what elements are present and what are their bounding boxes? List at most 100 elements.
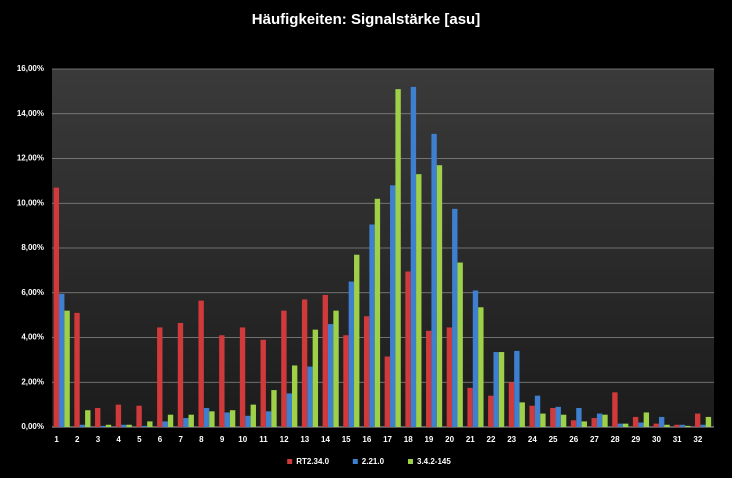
x-tick-label: 18 <box>404 435 413 444</box>
bar <box>369 224 375 427</box>
bar <box>291 365 298 427</box>
y-tick-label: 6,00% <box>21 288 44 297</box>
x-tick-label: 24 <box>528 435 537 444</box>
x-tick-label: 13 <box>300 435 309 444</box>
bar <box>322 294 328 427</box>
bar <box>570 420 577 427</box>
x-tick-label: 9 <box>220 435 225 444</box>
bar <box>177 322 184 427</box>
y-tick-label: 2,00% <box>21 377 44 386</box>
bar <box>260 339 266 427</box>
bar <box>136 405 142 427</box>
bar <box>312 329 319 427</box>
y-tick-label: 0,00% <box>21 422 44 431</box>
bar <box>348 281 355 427</box>
y-tick-label: 14,00% <box>17 109 44 118</box>
x-tick-label: 21 <box>466 435 475 444</box>
y-tick-label: 4,00% <box>21 333 44 342</box>
bar <box>658 416 665 427</box>
bar <box>115 404 122 427</box>
y-tick-label: 16,00% <box>17 64 44 73</box>
bar <box>555 406 561 427</box>
bar <box>602 414 608 427</box>
x-tick-label: 2 <box>75 435 80 444</box>
bar <box>327 324 334 427</box>
bar <box>478 307 484 427</box>
bar <box>493 352 499 427</box>
bar <box>700 424 706 427</box>
x-tick-label: 7 <box>178 435 183 444</box>
bar <box>508 382 515 427</box>
bar <box>426 330 432 427</box>
bar <box>467 387 473 427</box>
y-tick-label: 10,00% <box>17 198 44 207</box>
bar <box>457 262 463 427</box>
bar <box>59 293 65 427</box>
x-tick-label: 26 <box>569 435 578 444</box>
bar <box>126 424 132 427</box>
bar <box>498 352 505 427</box>
x-tick-label: 20 <box>445 435 454 444</box>
chart-title: Häufigkeiten: Signalstärke [asu] <box>252 11 480 28</box>
bar <box>638 422 644 427</box>
legend-label: 3.4.2-145 <box>417 457 451 466</box>
bar <box>203 407 210 427</box>
legend-label: 2.21.0 <box>362 457 385 466</box>
x-tick-label: 31 <box>673 435 682 444</box>
x-tick-label: 22 <box>487 435 496 444</box>
legend-label: RT2.34.0 <box>296 457 329 466</box>
bar <box>705 416 712 427</box>
bar <box>694 413 701 427</box>
bar <box>529 405 535 427</box>
bar <box>105 424 112 427</box>
x-tick-label: 1 <box>54 435 59 444</box>
x-tick-label: 23 <box>507 435 516 444</box>
bar <box>664 424 670 427</box>
bar <box>472 290 479 427</box>
bar <box>534 395 541 427</box>
bar <box>436 165 443 427</box>
legend-swatch <box>408 459 413 464</box>
bar <box>79 424 86 427</box>
bar <box>224 412 230 427</box>
x-tick-label: 5 <box>137 435 142 444</box>
bar <box>632 416 639 427</box>
x-tick-label: 10 <box>238 435 247 444</box>
bar <box>416 174 422 427</box>
x-tick-label: 32 <box>693 435 702 444</box>
bar <box>374 198 381 427</box>
bar <box>560 414 567 427</box>
bar <box>245 415 251 427</box>
bar <box>674 424 680 427</box>
x-tick-label: 3 <box>96 435 101 444</box>
x-tick-label: 30 <box>652 435 661 444</box>
bar <box>121 424 127 427</box>
bar <box>540 413 546 427</box>
bar <box>162 421 168 427</box>
bar <box>685 425 691 427</box>
x-tick-label: 4 <box>116 435 121 444</box>
bar <box>95 407 101 427</box>
x-tick-label: 12 <box>280 435 289 444</box>
bar <box>581 421 587 427</box>
x-tick-label: 16 <box>362 435 371 444</box>
bar <box>167 414 174 427</box>
legend-swatch <box>352 459 358 464</box>
bar <box>229 410 236 427</box>
y-tick-label: 12,00% <box>17 154 44 163</box>
x-tick-label: 15 <box>342 435 351 444</box>
bar <box>431 133 437 427</box>
bar <box>147 421 153 427</box>
x-tick-label: 11 <box>259 435 268 444</box>
x-tick-label: 17 <box>383 435 392 444</box>
bar <box>343 335 349 427</box>
bar <box>617 423 623 427</box>
bar <box>622 423 629 427</box>
bar <box>100 425 106 427</box>
bar <box>488 395 494 427</box>
bar <box>209 411 215 427</box>
bar <box>452 208 458 427</box>
bar <box>410 86 417 428</box>
bar <box>612 392 618 427</box>
